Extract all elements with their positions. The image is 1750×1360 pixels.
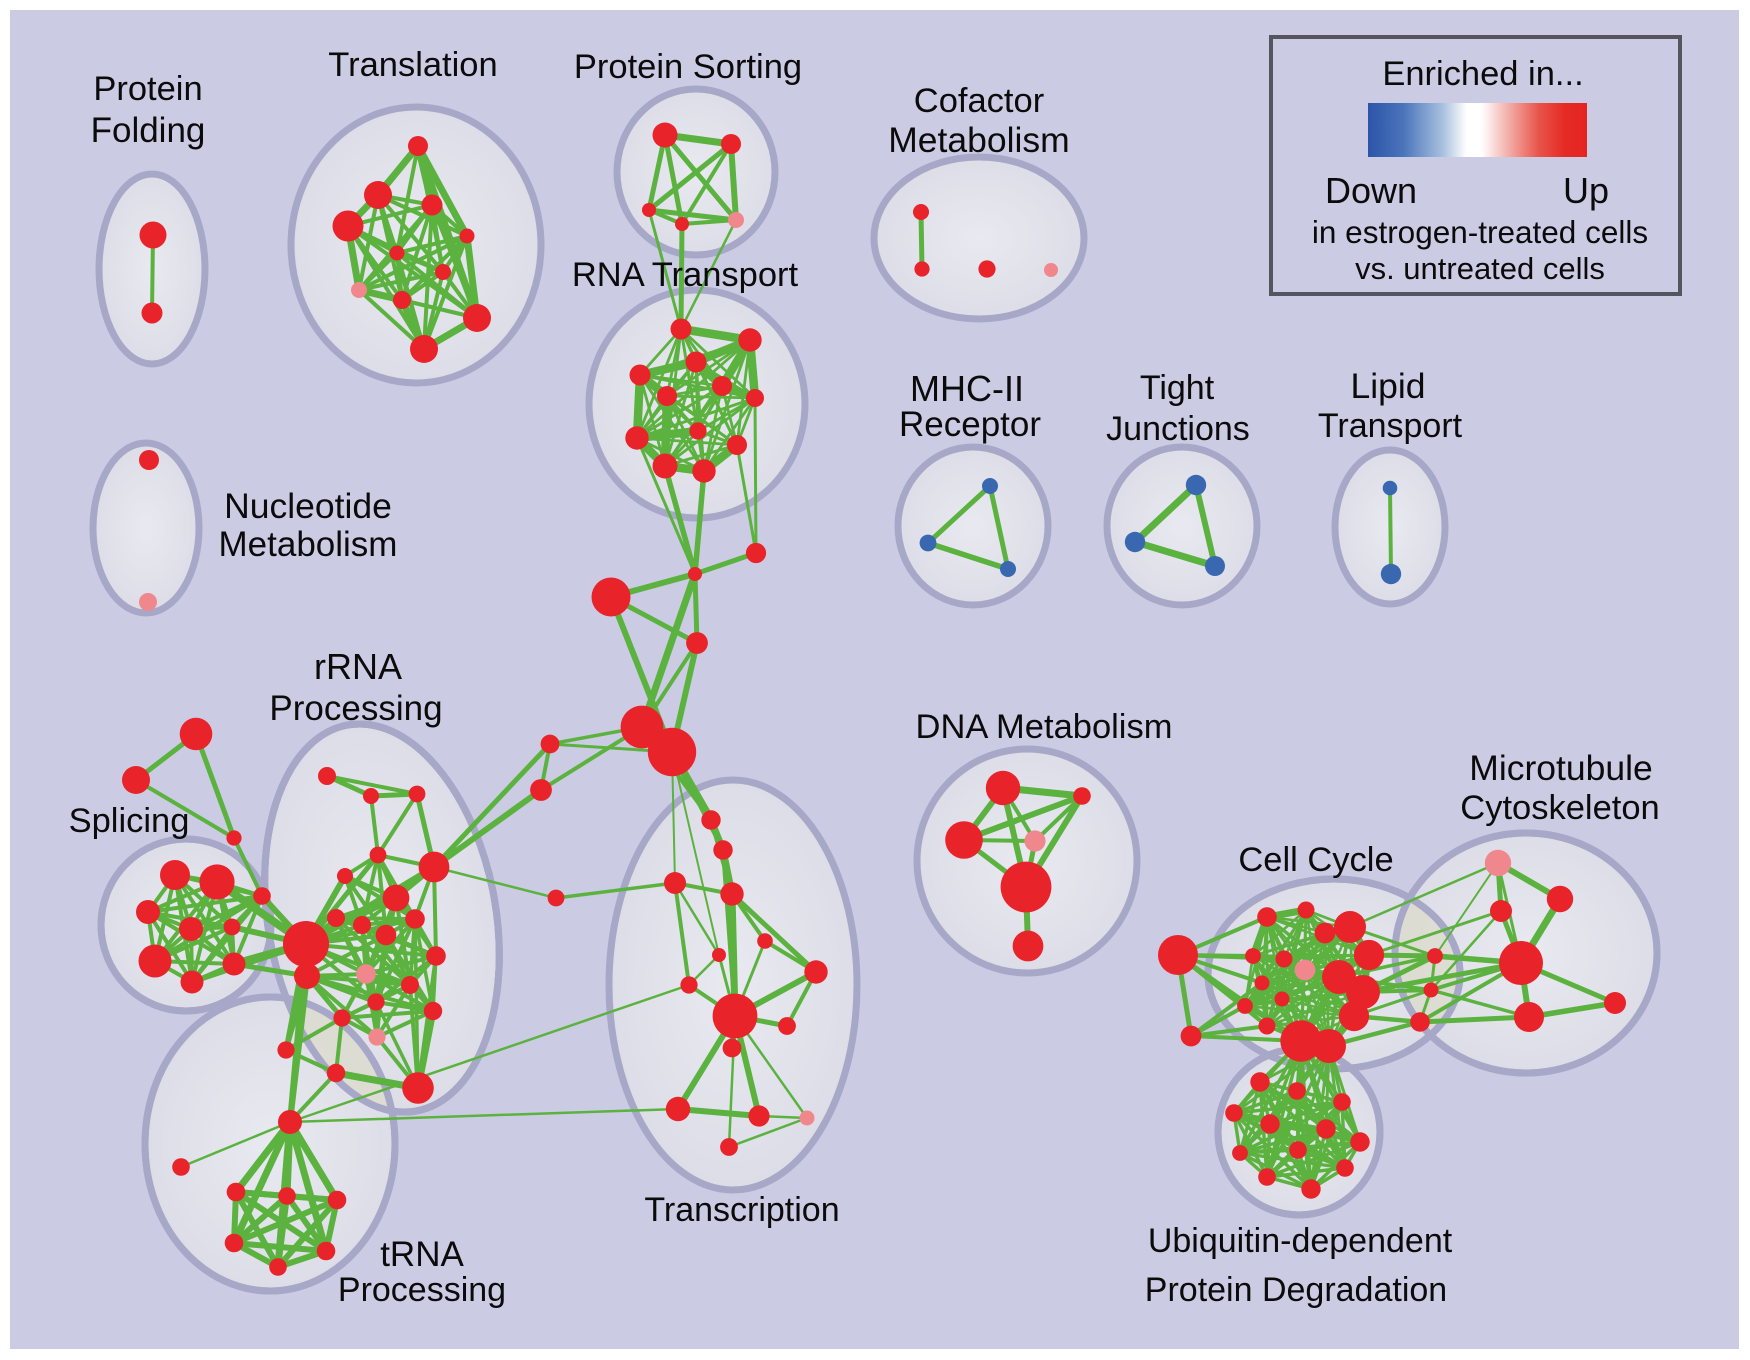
svg-text:RNA Transport: RNA Transport bbox=[572, 256, 799, 294]
svg-text:vs. untreated cells: vs. untreated cells bbox=[1355, 251, 1605, 286]
svg-text:MHC-II: MHC-II bbox=[910, 368, 1024, 409]
svg-text:Splicing: Splicing bbox=[69, 802, 190, 840]
svg-text:Junctions: Junctions bbox=[1106, 410, 1250, 448]
svg-text:Protein Sorting: Protein Sorting bbox=[574, 48, 802, 86]
svg-text:Nucleotide: Nucleotide bbox=[224, 486, 392, 526]
svg-text:Protein Degradation: Protein Degradation bbox=[1145, 1271, 1447, 1309]
svg-text:Ubiquitin-dependent: Ubiquitin-dependent bbox=[1148, 1222, 1453, 1260]
svg-text:Enriched in...: Enriched in... bbox=[1382, 55, 1583, 93]
svg-text:Cell Cycle: Cell Cycle bbox=[1238, 841, 1393, 879]
svg-text:Metabolism: Metabolism bbox=[219, 525, 398, 564]
svg-text:Tight: Tight bbox=[1140, 369, 1215, 407]
svg-text:tRNA: tRNA bbox=[380, 1235, 464, 1274]
svg-text:Cofactor: Cofactor bbox=[914, 82, 1044, 120]
svg-text:Lipid: Lipid bbox=[1350, 366, 1425, 406]
svg-text:Processing: Processing bbox=[338, 1271, 506, 1309]
svg-text:Down: Down bbox=[1325, 170, 1417, 211]
svg-text:in estrogen-treated cells: in estrogen-treated cells bbox=[1312, 214, 1648, 250]
svg-text:rRNA: rRNA bbox=[314, 646, 402, 687]
svg-text:Cytoskeleton: Cytoskeleton bbox=[1460, 789, 1659, 827]
svg-text:Protein: Protein bbox=[93, 70, 202, 108]
svg-text:Microtubule: Microtubule bbox=[1469, 748, 1653, 788]
svg-text:Metabolism: Metabolism bbox=[888, 120, 1070, 160]
svg-text:Receptor: Receptor bbox=[899, 405, 1041, 444]
svg-text:DNA Metabolism: DNA Metabolism bbox=[916, 708, 1173, 746]
svg-text:Processing: Processing bbox=[269, 689, 442, 728]
svg-text:Up: Up bbox=[1563, 170, 1609, 211]
svg-text:Translation: Translation bbox=[328, 46, 497, 84]
svg-text:Folding: Folding bbox=[91, 111, 206, 150]
svg-text:Transport: Transport bbox=[1318, 407, 1463, 445]
svg-text:Transcription: Transcription bbox=[644, 1191, 839, 1229]
